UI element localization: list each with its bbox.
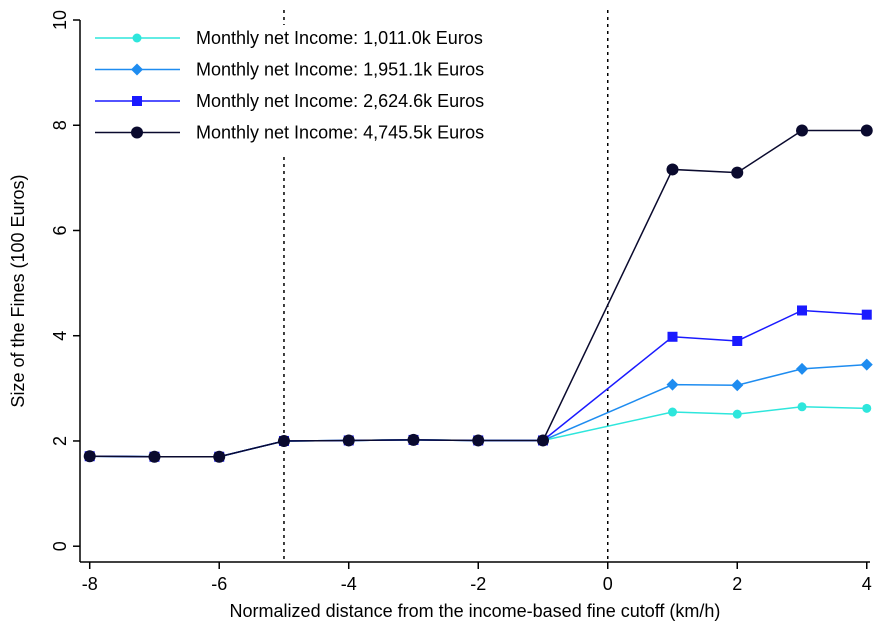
point	[83, 450, 96, 463]
x-tick-label: -6	[211, 574, 227, 594]
point	[407, 433, 420, 446]
point	[342, 434, 355, 447]
point	[731, 379, 744, 392]
point	[797, 305, 808, 316]
point	[132, 33, 142, 43]
point	[666, 378, 679, 391]
point	[131, 126, 143, 139]
point	[732, 335, 743, 346]
x-tick-label: 4	[862, 574, 872, 594]
point	[732, 409, 742, 419]
y-tick-label: 0	[50, 541, 70, 551]
x-tick-label: -2	[470, 574, 486, 594]
point	[131, 63, 143, 76]
x-tick-label: -4	[341, 574, 357, 594]
series-line	[89, 406, 867, 458]
point	[861, 309, 872, 320]
y-tick-label: 10	[50, 10, 70, 30]
legend-label: Monthly net Income: 4,745.5k Euros	[196, 123, 484, 143]
point	[731, 166, 744, 179]
point	[148, 450, 161, 463]
series-line	[89, 129, 867, 458]
point	[860, 124, 873, 137]
point	[536, 434, 549, 447]
legend-box	[85, 25, 580, 153]
point	[277, 434, 290, 447]
legend-label: Monthly net Income: 1,951.1k Euros	[196, 60, 484, 80]
point	[667, 331, 678, 342]
legend-label: Monthly net Income: 2,624.6k Euros	[196, 91, 484, 111]
point	[796, 124, 809, 137]
point	[862, 403, 872, 413]
y-axis-title: Size of the Fines (100 Euros)	[8, 174, 28, 407]
y-tick-label: 4	[50, 331, 70, 341]
point	[797, 402, 807, 412]
y-tick-label: 6	[50, 225, 70, 235]
point	[213, 450, 226, 463]
point	[860, 358, 873, 371]
y-tick-label: 2	[50, 436, 70, 446]
legend-label: Monthly net Income: 1,011.0k Euros	[196, 28, 483, 48]
x-tick-label: -8	[82, 574, 98, 594]
point	[472, 434, 485, 447]
x-axis-title: Normalized distance from the income-base…	[230, 601, 721, 621]
y-tick-label: 8	[50, 120, 70, 130]
x-tick-label: 2	[732, 574, 742, 594]
x-tick-label: 0	[603, 574, 613, 594]
point	[666, 163, 679, 176]
point	[668, 407, 677, 417]
point	[132, 96, 142, 106]
point	[796, 362, 809, 375]
